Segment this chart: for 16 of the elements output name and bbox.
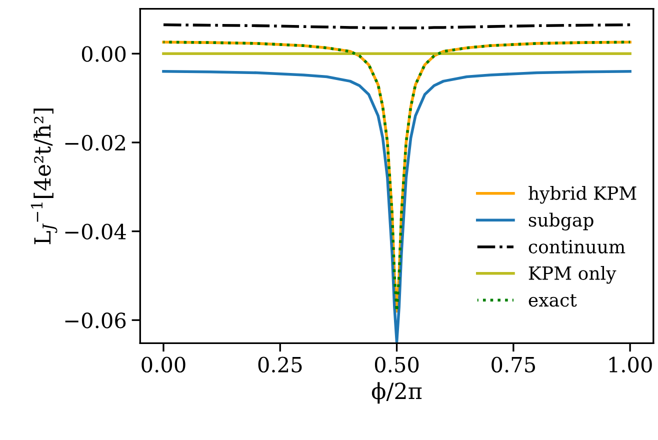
y-tick-label: −0.04 <box>65 224 126 240</box>
x-tick-label: 1.00 <box>609 356 652 373</box>
legend-label: hybrid KPM <box>528 186 636 204</box>
y-axis-title: L$_{J}$$^{−1}$[4e²t/ħ²] <box>30 108 58 244</box>
x-axis-title: ϕ/2π <box>372 382 422 404</box>
y-tick-label: −0.06 <box>65 312 126 328</box>
legend-label: continuum <box>528 240 626 254</box>
y-tick-label: −0.02 <box>65 134 125 151</box>
y-tick-label: 0.00 <box>82 46 126 62</box>
x-tick-label: 0.25 <box>258 356 302 373</box>
legend-label: exact <box>528 294 577 307</box>
x-tick-label: 0.50 <box>374 356 419 373</box>
legend-label: KPM only <box>528 266 616 284</box>
x-tick-label: 0.00 <box>142 356 186 373</box>
x-tick-label: 0.75 <box>492 356 536 373</box>
legend-label: subgap <box>528 212 594 230</box>
